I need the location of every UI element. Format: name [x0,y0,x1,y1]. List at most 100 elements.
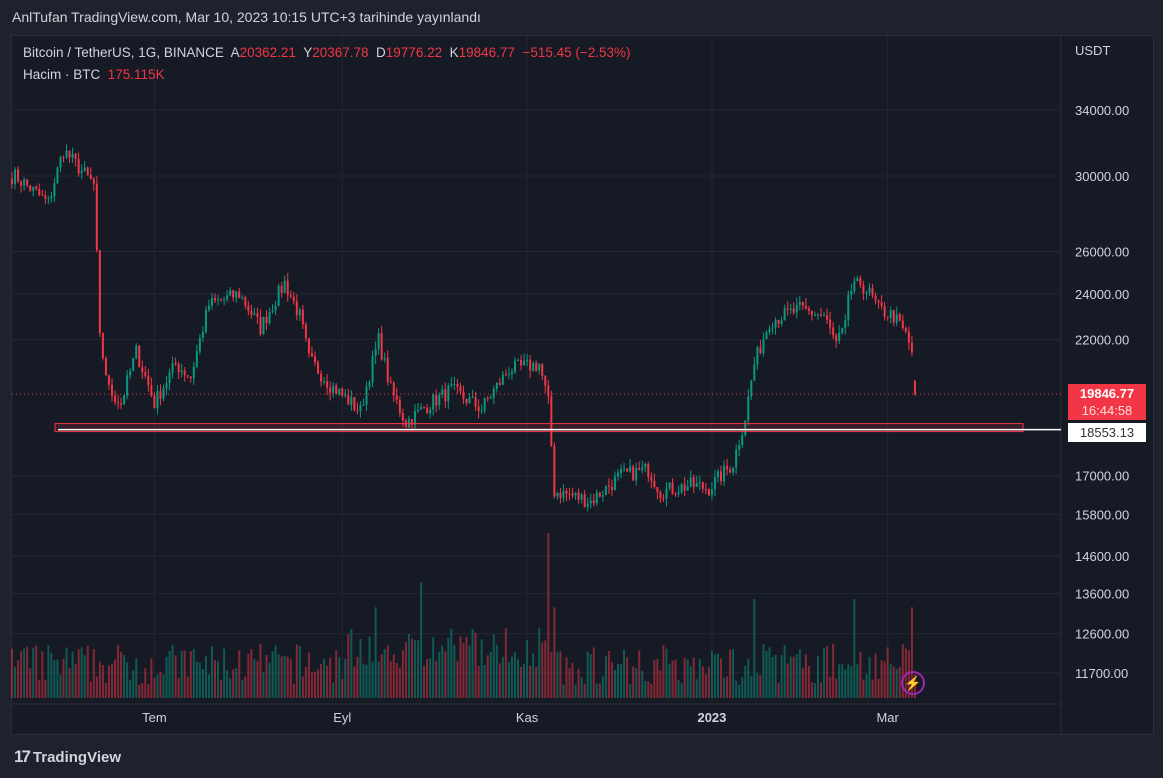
candle-body [623,468,626,470]
volume-label[interactable]: Hacim · BTC [23,67,101,82]
volume-bar [759,675,762,698]
candle-body [198,337,201,352]
candle-body [498,382,501,385]
volume-bar [377,661,380,698]
volume-bar [250,649,253,698]
volume-bar [726,676,729,698]
candle-body [523,360,526,366]
candle-body [162,388,165,399]
volume-bar [701,666,704,698]
volume-bar [410,638,413,698]
volume-bar [883,661,886,698]
volume-bar [729,649,732,698]
volume-bar [44,679,47,698]
volume-bar [574,684,577,698]
candle-body [107,375,110,385]
volume-bar [401,650,404,698]
candle-body [765,332,768,340]
volume-bar [11,648,13,698]
candle-body [362,404,365,406]
volume-bar [214,660,217,698]
x-tick-label: Kas [516,710,539,725]
change-value: −515.45 (−2.53%) [522,45,631,60]
volume-bar [571,662,574,698]
candle-body [368,382,371,387]
y-tick-label: 12600.00 [1075,627,1129,642]
candle-body [820,314,823,316]
candle-body [417,409,420,412]
volume-bar [698,659,701,698]
volume-bar [359,639,362,698]
volume-bar [274,645,277,698]
lightning-icon[interactable]: ⚡ [901,671,925,695]
volume-bar [286,656,289,698]
candle-body [89,174,92,180]
candle-body [862,285,865,294]
tradingview-logo[interactable]: 17 TradingView [14,747,121,767]
candle-body [477,406,480,412]
volume-bar [686,659,689,698]
candle-body [277,285,280,307]
volume-bar [707,667,710,698]
candle-body [798,302,801,305]
candle-body [492,388,495,398]
volume-bar [441,645,444,698]
volume-bar [768,647,771,698]
volume-bar [374,607,377,698]
brand-name: TradingView [32,748,122,766]
candle-body [110,384,113,396]
volume-bar [492,634,495,698]
candle-body [716,471,719,478]
volume-bar [568,668,571,698]
volume-bar [877,678,880,698]
volume-bar [659,670,662,698]
volume-bar [368,636,371,698]
candle-body [580,494,583,500]
candle-body [553,445,556,497]
candle-body [180,370,183,373]
candle-body [135,345,138,359]
candle-body [638,468,641,470]
candle-body [659,492,662,499]
volume-bar [480,639,483,698]
volume-bar [626,657,629,698]
candle-body [253,313,256,315]
volume-bar [847,664,850,698]
last-price: 19846.77 [1079,386,1135,401]
volume-bar [607,651,610,698]
candle-body [56,167,59,184]
volume-bar [247,653,250,698]
candle-body [389,381,392,383]
volume-bar [323,659,326,698]
volume-bar [332,682,335,698]
chart-frame[interactable] [11,35,1154,735]
volume-bar [259,643,262,698]
candle-body [517,359,520,361]
candle-body [892,310,895,323]
candle-body [29,185,32,191]
volume-bar [29,668,32,698]
candle-body [686,486,689,491]
volume-bar [807,665,810,698]
volume-bar [720,658,723,698]
volume-bar [271,651,274,698]
currency-label: USDT [1075,43,1111,58]
symbol-name[interactable]: Bitcoin / TetherUS, 1G, BINANCE [23,45,224,60]
volume-bar [144,668,147,698]
candle-body [280,285,283,293]
volume-bar [383,649,386,698]
candle-body [792,308,795,313]
volume-bar [50,652,53,698]
candle-body [32,186,35,191]
volume-bar [104,682,107,698]
volume-bar [662,645,665,698]
volume-bar [392,654,395,698]
candle-body [35,186,38,190]
volume-bar [89,681,92,698]
tv-logo-icon: 17 [14,747,31,766]
x-tick-label: Mar [876,710,899,725]
volume-bar [680,682,683,698]
candle-body [126,375,129,396]
candle-body [229,290,232,296]
